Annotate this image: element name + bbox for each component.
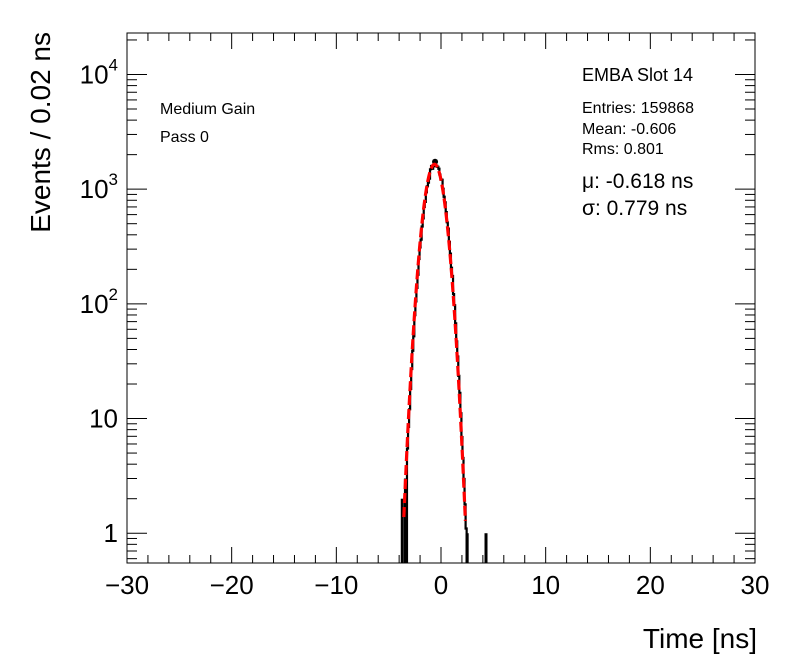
y-tick-labels: 1 10 102 103 104 bbox=[80, 55, 118, 548]
stats-fit-sigma: σ: 0.779 ns bbox=[582, 197, 687, 220]
x-tick-label: 0 bbox=[434, 570, 448, 600]
x-tick-label: 30 bbox=[741, 570, 770, 600]
stats-mean: Mean: -0.606 bbox=[582, 121, 676, 138]
x-tick-label: 10 bbox=[531, 570, 560, 600]
x-tick-label: −30 bbox=[105, 570, 149, 600]
y-tick-label: 104 bbox=[80, 55, 118, 89]
x-tick-label: −10 bbox=[314, 570, 358, 600]
histogram-series bbox=[400, 158, 488, 563]
x-tick-label: −20 bbox=[210, 570, 254, 600]
axis-ticks bbox=[126, 33, 756, 563]
x-tick-labels: −30 −20 −10 0 10 20 30 bbox=[105, 570, 770, 600]
histogram-bin bbox=[400, 498, 404, 563]
stats-entries: Entries: 159868 bbox=[582, 100, 694, 117]
stats-title: EMBA Slot 14 bbox=[582, 65, 693, 85]
histogram-bin bbox=[484, 533, 488, 563]
x-tick-label: 20 bbox=[636, 570, 665, 600]
fit-curve bbox=[402, 162, 467, 521]
y-tick-label: 102 bbox=[80, 285, 118, 319]
y-axis-label: Events / 0.02 ns bbox=[25, 32, 56, 233]
stats-fit-mu: μ: -0.618 ns bbox=[582, 170, 693, 193]
gaussian-fit-series bbox=[402, 162, 467, 521]
y-tick-label: 10 bbox=[89, 404, 118, 434]
label-pass: Pass 0 bbox=[160, 129, 209, 146]
y-tick-label: 103 bbox=[80, 170, 118, 204]
x-axis-label: Time [ns] bbox=[643, 623, 757, 654]
label-medium-gain: Medium Gain bbox=[160, 101, 255, 118]
y-tick-label: 1 bbox=[104, 518, 118, 548]
stats-rms: Rms: 0.801 bbox=[582, 141, 664, 158]
histogram-outline bbox=[405, 160, 468, 563]
histogram-bin bbox=[465, 533, 469, 563]
histogram-bin bbox=[403, 478, 407, 563]
